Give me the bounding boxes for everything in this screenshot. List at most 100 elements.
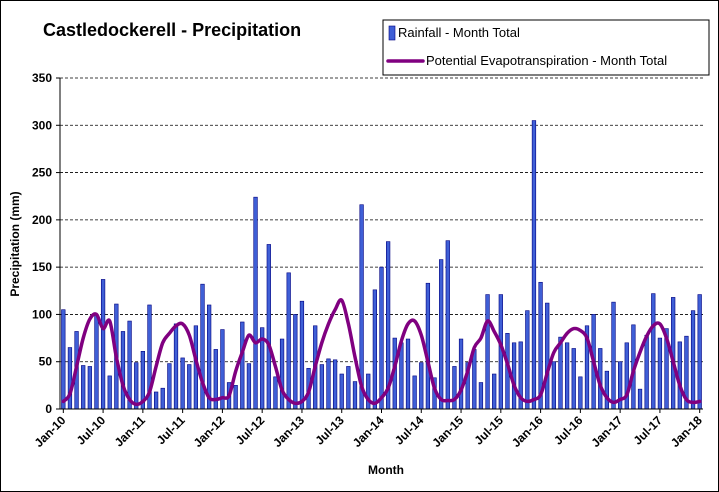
x-tick-label: Jul-16: [551, 413, 586, 448]
rainfall-bar: [651, 293, 656, 410]
legend: Rainfall - Month Total Potential Evapotr…: [382, 19, 710, 76]
rainfall-bar: [326, 358, 331, 410]
x-tick-label: Jul-14: [392, 413, 427, 448]
rainfall-bar: [439, 259, 444, 410]
y-axis-label: Precipitation (mm): [8, 191, 22, 296]
rainfall-bar: [399, 342, 404, 410]
rainfall-bar: [571, 348, 576, 410]
rainfall-bar: [558, 336, 563, 410]
x-tick-label: Jan-13: [270, 413, 307, 450]
rainfall-bar: [551, 361, 556, 410]
legend-rainfall-swatch: [388, 25, 396, 41]
rainfall-bar: [134, 362, 139, 410]
rainfall-bar: [578, 376, 583, 410]
x-tick-label: Jan-16: [509, 413, 546, 450]
y-tick-label: 300: [32, 118, 52, 132]
rainfall-bar: [173, 323, 179, 410]
rainfall-bar: [458, 338, 464, 410]
rainfall-bar: [485, 294, 490, 410]
legend-box: [382, 19, 710, 76]
rainfall-bar: [545, 302, 550, 410]
rainfall-bar: [525, 310, 530, 410]
rainfall-bar: [286, 272, 291, 410]
rainfall-bar: [697, 294, 702, 410]
y-tick-label: 0: [45, 402, 52, 416]
rainfall-bar: [266, 244, 271, 410]
rainfall-bar: [379, 266, 384, 410]
x-tick-label: Jul-10: [74, 413, 109, 448]
x-tick-label: Jan-17: [588, 413, 625, 450]
rainfall-bar: [478, 382, 484, 410]
rainfall-bar: [332, 359, 338, 410]
x-tick-label: Jul-11: [154, 413, 188, 447]
x-axis-label: Month: [368, 463, 404, 477]
rainfall-bar: [81, 365, 86, 410]
x-tick-label: Jul-15: [472, 413, 507, 448]
rainfall-bar: [160, 387, 165, 410]
rainfall-bar: [531, 120, 537, 410]
rainfall-bar: [293, 314, 298, 410]
rainfall-bar: [100, 279, 106, 410]
rainfall-bar: [604, 370, 610, 410]
rainfall-bar: [167, 363, 172, 410]
rainfall-bar: [366, 373, 371, 410]
y-tick-label: 200: [32, 213, 52, 227]
rainfall-bar: [372, 289, 377, 410]
x-tick-label: Jan-11: [112, 413, 149, 450]
x-tick-label: Jul-17: [631, 413, 666, 448]
legend-pet-label: Potential Evapotranspiration - Month Tot…: [426, 53, 667, 68]
rainfall-bar: [279, 338, 285, 410]
rainfall-bar: [187, 364, 192, 410]
x-tick-label: Jan-15: [429, 413, 466, 450]
legend-rainfall-label: Rainfall - Month Total: [398, 25, 520, 40]
rainfall-bar: [419, 362, 424, 410]
x-tick-label: Jan-14: [350, 413, 387, 450]
rainfall-bar: [564, 342, 570, 410]
rainfall-bar: [492, 373, 497, 410]
rainfall-bar: [425, 282, 431, 410]
axes: [59, 78, 703, 413]
x-tick-label: Jan-10: [32, 413, 69, 450]
rainfall-bar: [246, 363, 252, 410]
rainfall-bar: [253, 196, 258, 410]
rainfall-bar: [120, 331, 126, 410]
rainfall-bar: [452, 366, 457, 410]
rainfall-bar: [180, 357, 185, 410]
rainfall-bar: [94, 314, 99, 410]
rainfall-bar: [87, 366, 92, 410]
rainfall-bar: [657, 337, 663, 410]
rainfall-bar: [690, 310, 696, 410]
rainfall-bar: [637, 388, 643, 410]
rainfall-bar: [233, 385, 238, 410]
rainfall-bar: [61, 309, 66, 410]
y-tick-labels: 0 50 100 150 200 250 300 350: [32, 71, 52, 416]
rainfall-bar: [644, 334, 649, 410]
rainfall-bar: [153, 391, 159, 410]
rainfall-bar: [352, 381, 358, 410]
evapotranspiration-line: [61, 298, 702, 407]
rainfall-bar: [273, 376, 278, 410]
rainfall-bar: [107, 375, 112, 410]
rainfall-bar: [472, 349, 477, 410]
rainfall-bar: [319, 364, 324, 410]
rainfall-bar: [445, 240, 450, 410]
y-tick-label: 100: [32, 307, 52, 321]
x-tick-label: Jul-13: [312, 413, 347, 448]
rainfall-bar: [339, 373, 344, 410]
rainfall-bar: [405, 338, 411, 410]
x-tick-labels: Jan-10 Jul-10 Jan-11 Jul-11 Jan-12 Jul-12 Jan-…: [32, 413, 705, 450]
rainfall-bar: [412, 375, 417, 410]
x-tick-label: Jul-12: [233, 413, 268, 448]
y-tick-label: 250: [32, 166, 52, 180]
y-tick-label: 350: [32, 71, 52, 85]
chart-title: Castledockerell - Precipitation: [43, 20, 301, 40]
y-tick-label: 150: [32, 260, 52, 274]
x-tick-label: Jan-18: [668, 413, 705, 450]
rainfall-bar: [240, 321, 245, 410]
rainfall-bar: [611, 301, 616, 410]
rainfall-bar: [67, 347, 73, 410]
rainfall-bar: [346, 366, 351, 410]
rainfall-bar: [299, 300, 305, 410]
x-tick-label: Jan-12: [191, 413, 228, 450]
